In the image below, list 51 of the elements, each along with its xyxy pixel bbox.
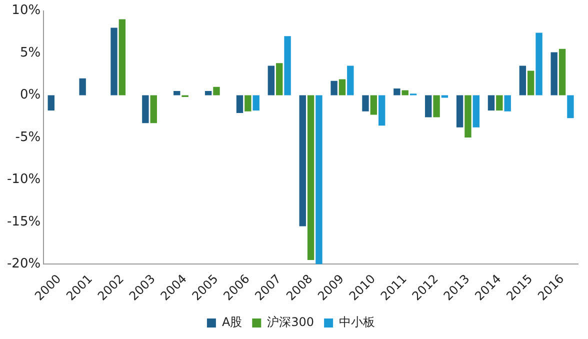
bar (244, 95, 252, 112)
bar (370, 95, 378, 115)
bar (496, 95, 503, 110)
bar (48, 95, 54, 110)
bar (472, 95, 480, 128)
bar (536, 32, 542, 96)
y-tick-label: 10% (12, 3, 41, 18)
bar (236, 95, 244, 114)
bar (464, 95, 472, 138)
bar (284, 36, 291, 96)
bar (118, 19, 126, 96)
y-tick-label: 5% (20, 45, 41, 60)
bar (527, 70, 534, 96)
bar (441, 95, 448, 98)
bar (330, 80, 338, 96)
bar (299, 95, 306, 226)
y-tick-label: -20% (6, 256, 41, 272)
bar (550, 52, 558, 96)
bar (79, 78, 86, 96)
bar (307, 95, 314, 260)
bar (338, 79, 346, 96)
y-tick-label: -5% (15, 130, 41, 145)
bar (433, 95, 440, 118)
legend-label: 沪深300 (267, 315, 314, 330)
bar (204, 91, 212, 96)
bar (362, 95, 369, 112)
bar (347, 66, 354, 96)
bar (394, 88, 400, 96)
bar (276, 63, 283, 96)
bar (567, 95, 574, 118)
legend-label: 中小板 (339, 315, 376, 330)
y-tick-label: 0% (20, 88, 41, 103)
bar (519, 66, 526, 96)
y-tick-label: -10% (6, 172, 41, 188)
bar (142, 95, 149, 124)
bar (456, 95, 464, 128)
bar (110, 28, 118, 96)
bar (488, 95, 495, 110)
bar (402, 90, 408, 96)
bar (252, 95, 260, 110)
bar (174, 91, 180, 96)
bar (504, 95, 511, 112)
bar (213, 86, 220, 96)
bar (268, 66, 275, 96)
bar (378, 95, 386, 126)
bar (316, 95, 322, 264)
bar (558, 48, 566, 96)
bar (425, 95, 432, 118)
y-tick-label: -15% (6, 214, 41, 230)
legend-label: A股 (222, 315, 242, 330)
bar (150, 95, 157, 124)
